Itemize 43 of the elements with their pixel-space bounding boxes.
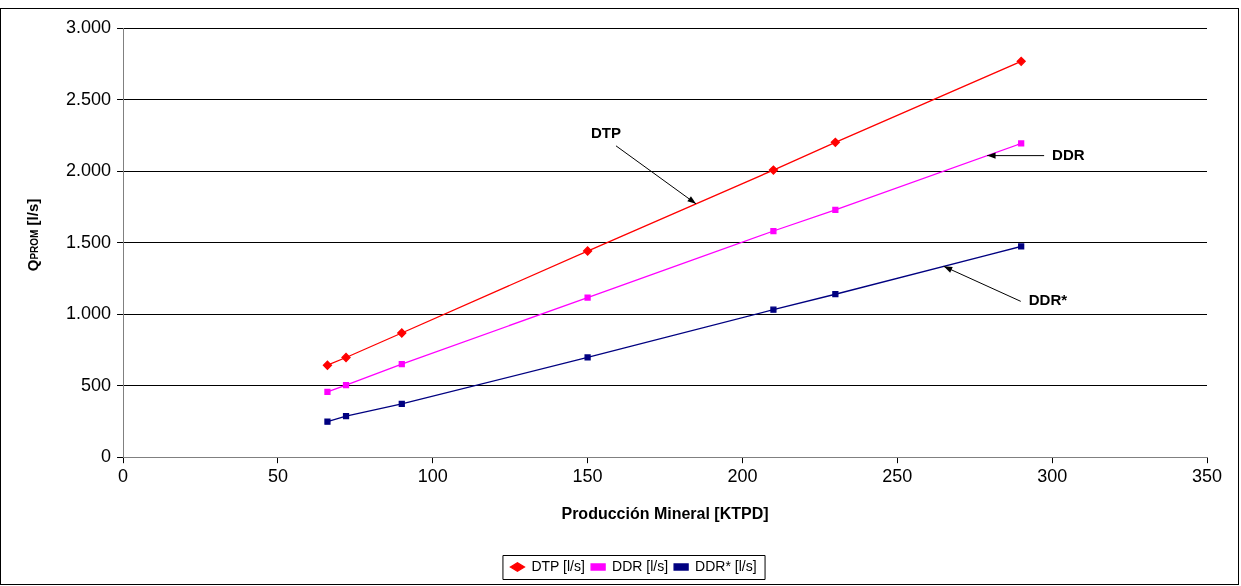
y-tick-label: 2.000 [66, 160, 112, 181]
point [832, 206, 839, 214]
point [830, 137, 841, 147]
point [398, 400, 405, 408]
x-tick-label: 300 [1037, 465, 1068, 486]
point [1018, 243, 1025, 250]
x-tick-label: 350 [1191, 465, 1223, 486]
point [768, 165, 779, 175]
annotation: DDR* [1028, 291, 1068, 309]
point [342, 413, 350, 420]
point [770, 227, 777, 235]
legend-label: DTP [l/s] [531, 557, 585, 574]
y-tick-label: 2.500 [66, 88, 112, 109]
point [582, 246, 593, 256]
x-tick-label: 0 [118, 465, 129, 486]
annotation: DDR [1052, 145, 1085, 163]
point [584, 354, 591, 361]
point [1018, 140, 1025, 147]
legend-label: DDR [l/s] [612, 557, 669, 574]
y-tick-label: 0 [101, 446, 112, 467]
y-tick-label: 1.500 [66, 231, 112, 252]
point [324, 388, 331, 395]
point [322, 360, 333, 370]
y-tick-label: 1.000 [66, 303, 112, 324]
point [832, 291, 839, 298]
point [342, 381, 350, 389]
x-axis-title: Producción Mineral [KTPD] [561, 504, 769, 522]
x-tick-label: 150 [572, 465, 603, 486]
point [341, 352, 351, 363]
point [1016, 56, 1026, 66]
point [770, 306, 777, 313]
x-tick-label: 100 [417, 465, 448, 486]
point [324, 418, 331, 425]
point [398, 360, 405, 368]
x-tick-label: 50 [267, 465, 288, 486]
point [397, 328, 407, 338]
annotation: DTP [590, 123, 621, 141]
x-tick-label: 200 [727, 465, 758, 486]
point [584, 294, 591, 301]
y-tick-label: 3.000 [66, 16, 112, 37]
x-tick-label: 250 [882, 465, 913, 486]
y-tick-label: 500 [81, 374, 112, 395]
legend-label: DDR* [l/s] [695, 557, 757, 574]
